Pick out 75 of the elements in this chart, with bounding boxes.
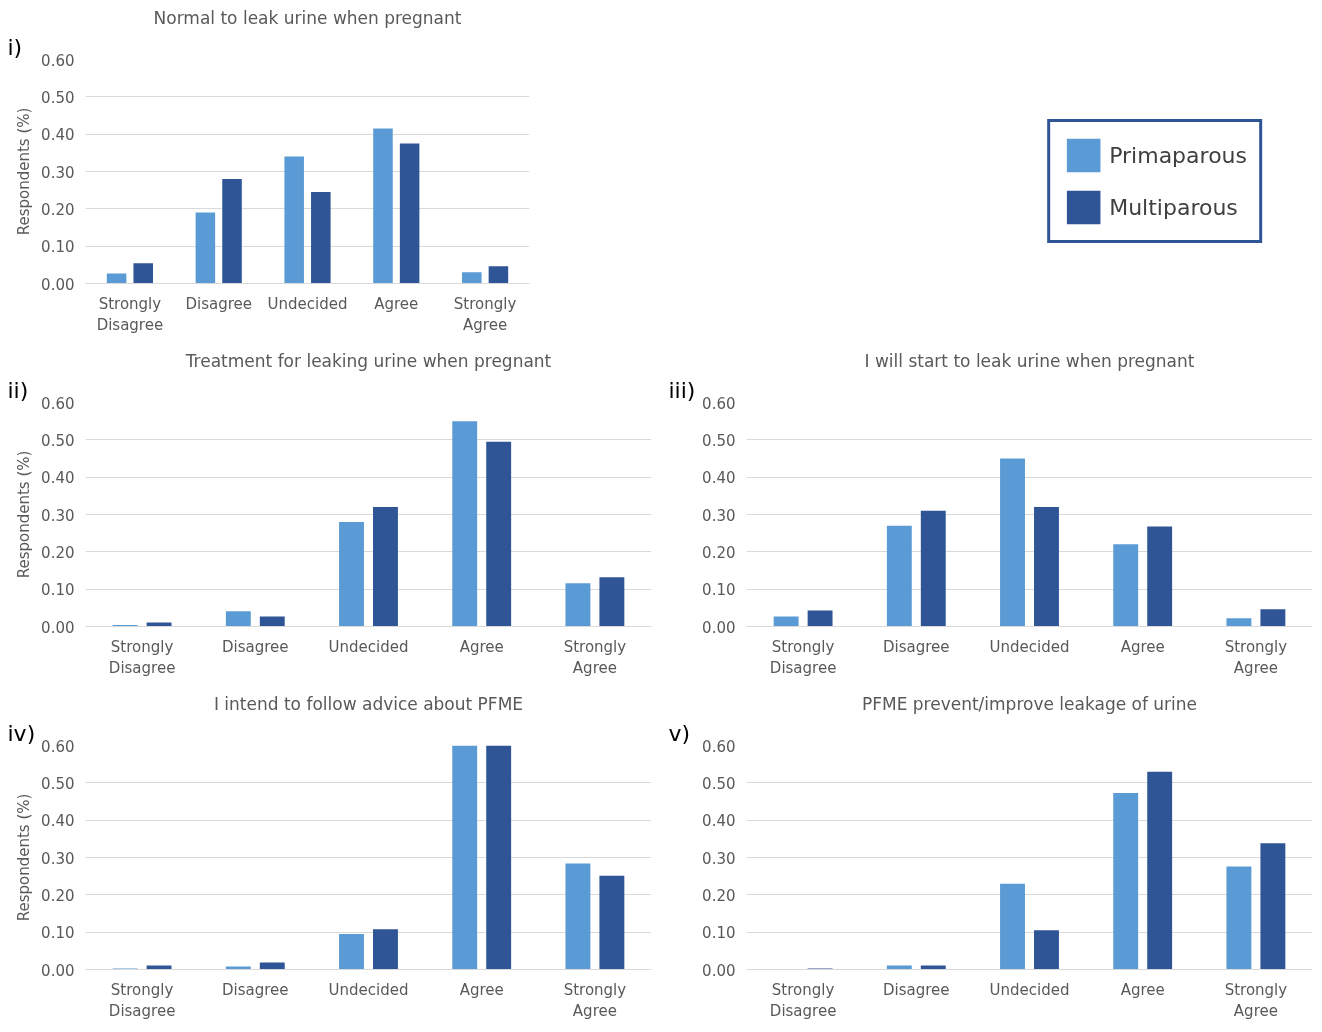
x-tick-label: Strongly Disagree — [108, 980, 176, 1021]
y-tick-label: 0.30 — [702, 506, 736, 525]
chart-title: PFME prevent/improve leakage of urine — [861, 693, 1198, 714]
y-tick-label: 0.20 — [41, 543, 75, 562]
y-tick-label: 0.00 — [41, 275, 75, 294]
x-tick-label: Disagree — [883, 980, 950, 999]
y-tick-label: 0.50 — [702, 774, 736, 793]
y-tick-label: 0.50 — [702, 431, 736, 450]
y-tick-label: 0.50 — [41, 431, 75, 450]
y-tick-label: 0.20 — [702, 543, 736, 562]
y-tick-label: 0.60 — [702, 394, 736, 413]
y-tick-label: 0.10 — [702, 924, 736, 943]
chart-title: I intend to follow advice about PFME — [213, 693, 524, 714]
y-tick-label: 0.30 — [41, 163, 75, 182]
x-tick-label: Disagree — [185, 294, 252, 313]
x-tick-label: Disagree — [222, 980, 289, 999]
text: iv) — [7, 720, 36, 746]
y-tick-label: 0.20 — [41, 886, 75, 905]
x-tick-label: Strongly Disagree — [769, 980, 837, 1021]
x-tick-label: Agree — [374, 294, 419, 313]
y-tick-label: 0.40 — [702, 469, 736, 488]
y-tick-label: 0.00 — [41, 961, 75, 980]
text: ii) — [7, 377, 29, 403]
x-tick-label: Disagree — [883, 637, 950, 656]
y-tick-label: 0.30 — [41, 506, 75, 525]
x-tick-label: Strongly Agree — [563, 980, 627, 1021]
y-tick-label: 0.50 — [41, 774, 75, 793]
y-tick-label: 0.00 — [702, 961, 736, 980]
x-tick-label: Undecided — [267, 294, 348, 313]
x-tick-label: Agree — [459, 980, 504, 999]
y-tick-label: 0.60 — [41, 51, 75, 70]
x-tick-label: Agree — [459, 637, 504, 656]
chart-title: Normal to leak urine when pregnant — [153, 7, 462, 28]
legend-label: Multiparous — [1109, 194, 1238, 220]
y-axis-title: Respondents (%) — [15, 450, 34, 579]
x-tick-label: Undecided — [989, 637, 1070, 656]
y-tick-label: 0.60 — [41, 737, 75, 756]
y-tick-label: 0.10 — [41, 238, 75, 257]
x-tick-label: Strongly Disagree — [108, 637, 176, 678]
text: i) — [7, 34, 23, 60]
x-tick-label: Strongly Agree — [563, 637, 627, 678]
y-axis-title: Respondents (%) — [15, 793, 34, 922]
x-tick-label: Disagree — [222, 637, 289, 656]
x-tick-label: Undecided — [328, 980, 409, 999]
x-tick-label: Agree — [1120, 637, 1165, 656]
x-tick-label: Agree — [1120, 980, 1165, 999]
chart-title: I will start to leak urine when pregnant — [864, 350, 1195, 371]
y-tick-label: 0.10 — [41, 581, 75, 600]
text: v) — [668, 720, 691, 746]
x-tick-label: Undecided — [989, 980, 1070, 999]
y-axis-title: Respondents (%) — [15, 107, 34, 236]
y-tick-label: 0.10 — [41, 924, 75, 943]
y-tick-label: 0.10 — [702, 581, 736, 600]
y-tick-label: 0.40 — [41, 469, 75, 488]
y-tick-label: 0.40 — [702, 812, 736, 831]
legend-label: Primaparous — [1109, 142, 1247, 168]
y-tick-label: 0.50 — [41, 88, 75, 107]
y-tick-label: 0.30 — [702, 849, 736, 868]
y-tick-label: 0.40 — [41, 812, 75, 831]
y-tick-label: 0.60 — [41, 394, 75, 413]
x-tick-label: Strongly Disagree — [769, 637, 837, 678]
y-tick-label: 0.00 — [41, 618, 75, 637]
x-tick-label: Strongly Agree — [1224, 980, 1288, 1021]
y-tick-label: 0.20 — [702, 886, 736, 905]
chart-title: Treatment for leaking urine when pregnant — [184, 350, 552, 371]
text: iii) — [668, 377, 696, 403]
y-tick-label: 0.40 — [41, 126, 75, 145]
x-tick-label: Strongly Agree — [1224, 637, 1288, 678]
y-tick-label: 0.30 — [41, 849, 75, 868]
y-tick-label: 0.60 — [702, 737, 736, 756]
x-tick-label: Strongly Disagree — [96, 294, 164, 335]
y-tick-label: 0.00 — [702, 618, 736, 637]
x-tick-label: Strongly Agree — [453, 294, 517, 335]
x-tick-label: Undecided — [328, 637, 409, 656]
y-tick-label: 0.20 — [41, 200, 75, 219]
